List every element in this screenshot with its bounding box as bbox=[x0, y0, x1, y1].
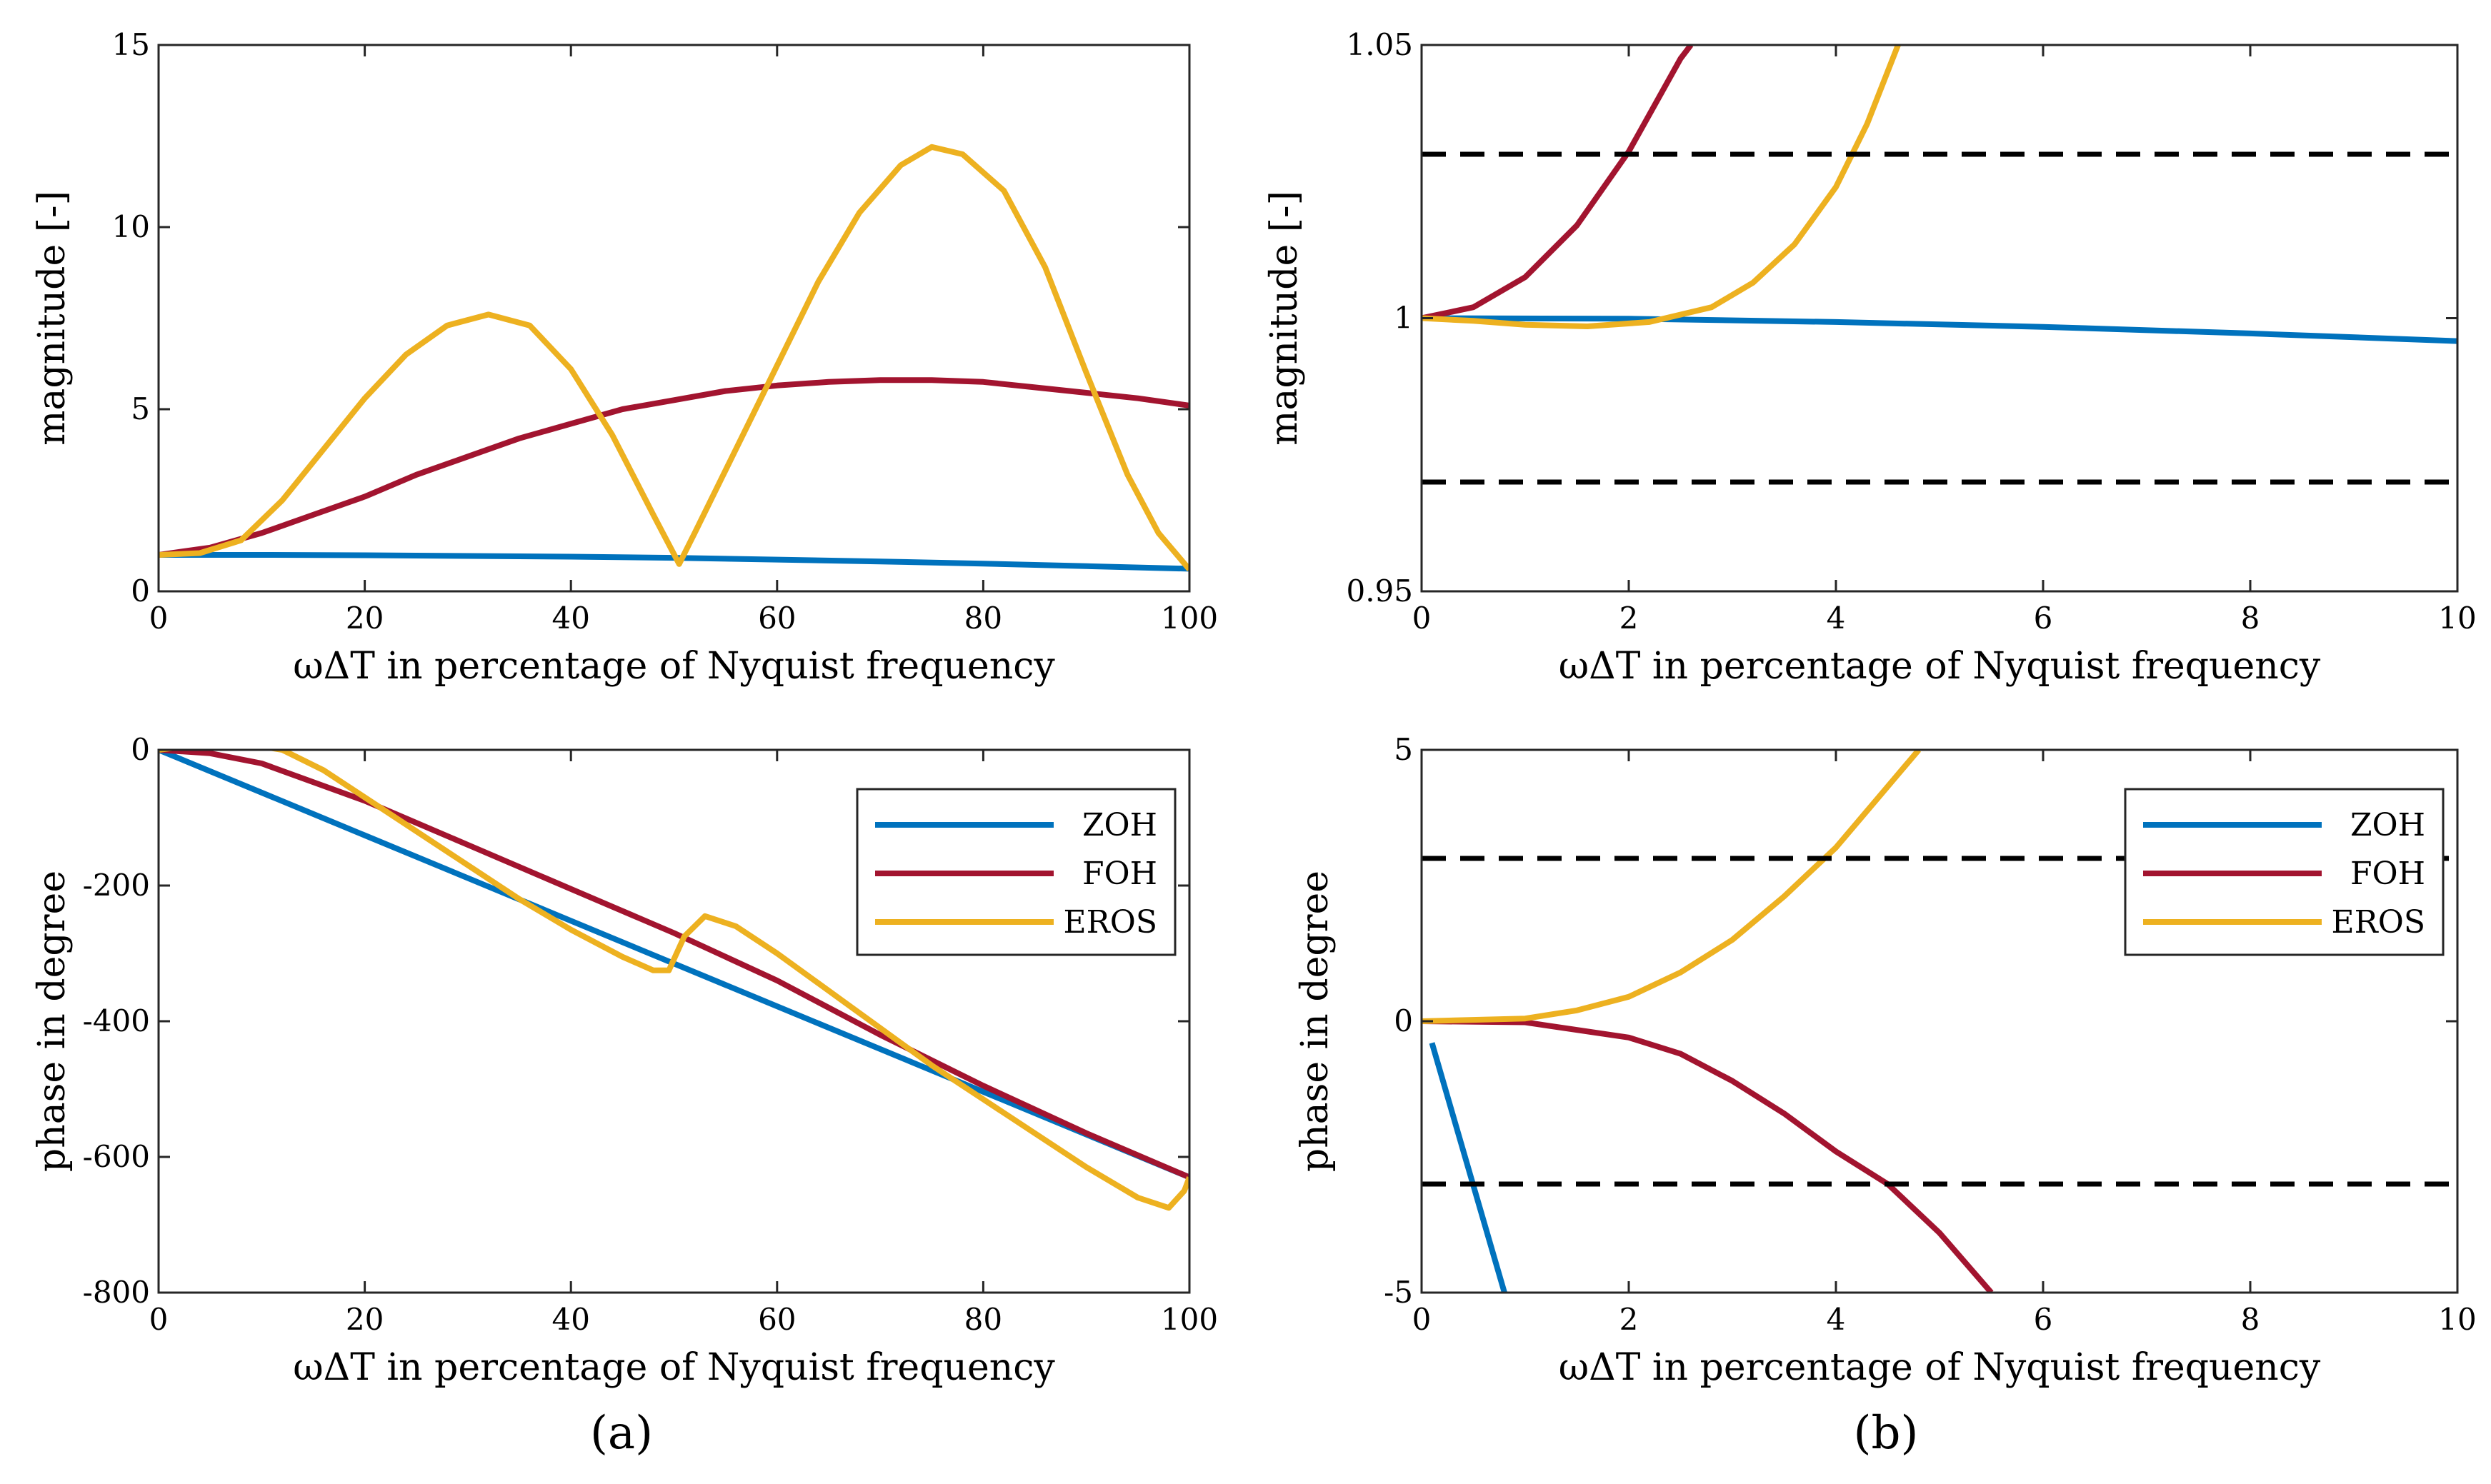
legend-label-eros: EROS bbox=[2332, 904, 2425, 941]
x-tick-label: 4 bbox=[1827, 601, 1846, 636]
legend-label-foh: FOH bbox=[2350, 856, 2425, 892]
x-tick-label: 0 bbox=[1412, 1302, 1432, 1337]
x-tick-label: 2 bbox=[1619, 601, 1639, 636]
x-axis-label: ωΔT in percentage of Nyquist frequency bbox=[293, 645, 1055, 688]
series-line-zoh bbox=[1422, 315, 2457, 344]
y-tick-label: 0 bbox=[131, 573, 150, 608]
panel-a-phase-chart: 0 20 40 60 80 100 -800 -600 -400 -200 0 ωΔT in perc… bbox=[31, 732, 1218, 1389]
series-line-foh bbox=[159, 377, 1189, 558]
panel-b-magnitude-chart: 0 2 4 6 8 10 0.95 1 1.05 ωΔT in percentage of Nyq… bbox=[1263, 27, 2477, 688]
y-tick-label: -200 bbox=[83, 868, 150, 903]
panel-label-b: (b) bbox=[1854, 1407, 1919, 1460]
y-tick-label: 15 bbox=[112, 27, 150, 62]
plot-area bbox=[159, 750, 1189, 1211]
x-tick-label: 100 bbox=[1161, 1302, 1218, 1337]
x-tick-label: 60 bbox=[758, 1302, 796, 1337]
x-tick-label: 0 bbox=[149, 1302, 169, 1337]
y-tick-label: -800 bbox=[83, 1275, 150, 1310]
series-line-foh bbox=[1422, 1018, 1994, 1293]
series-line-eros bbox=[159, 144, 1189, 571]
y-axis-label: phase in degree bbox=[31, 871, 74, 1172]
x-tick-label: 10 bbox=[2438, 601, 2476, 636]
panel-a-magnitude-chart: 0 20 40 60 80 100 0 5 10 15 ωΔT in percentage of N… bbox=[31, 27, 1218, 688]
y-tick-label: -5 bbox=[1384, 1275, 1413, 1310]
x-tick-label: 0 bbox=[1412, 601, 1432, 636]
plot-area bbox=[159, 144, 1189, 572]
series-line-eros bbox=[1422, 45, 1901, 329]
x-tick-label: 80 bbox=[964, 601, 1002, 636]
legend: ZOH FOH EROS bbox=[2124, 788, 2445, 956]
series-line-zoh bbox=[1429, 1042, 1507, 1293]
y-axis-label: magnitude [-] bbox=[1263, 191, 1306, 446]
y-tick-label: -400 bbox=[83, 1003, 150, 1038]
x-tick-label: 6 bbox=[2034, 601, 2053, 636]
x-tick-label: 40 bbox=[551, 601, 589, 636]
y-tick-label: 0 bbox=[131, 732, 150, 767]
y-tick-label: 0 bbox=[1394, 1003, 1413, 1038]
y-axis-label: phase in degree bbox=[1294, 871, 1337, 1172]
x-tick-label: 6 bbox=[2034, 1302, 2053, 1337]
x-tick-label: 20 bbox=[346, 1302, 384, 1337]
x-axis-label: ωΔT in percentage of Nyquist frequency bbox=[1559, 645, 2321, 688]
x-tick-label: 80 bbox=[964, 1302, 1002, 1337]
legend-label-zoh: ZOH bbox=[1082, 807, 1157, 843]
x-tick-label: 4 bbox=[1827, 1302, 1846, 1337]
y-tick-label: 1 bbox=[1394, 301, 1413, 336]
legend-label-zoh: ZOH bbox=[2350, 807, 2425, 843]
series-line-foh bbox=[159, 750, 1189, 1180]
x-axis-label: ωΔT in percentage of Nyquist frequency bbox=[293, 1346, 1055, 1389]
y-tick-label: -600 bbox=[83, 1139, 150, 1174]
x-tick-label: 0 bbox=[149, 601, 169, 636]
series-line-eros bbox=[159, 750, 1189, 1211]
y-tick-label: 0.95 bbox=[1346, 573, 1413, 608]
x-tick-label: 8 bbox=[2241, 601, 2260, 636]
x-tick-label: 8 bbox=[2241, 1302, 2260, 1337]
x-tick-label: 60 bbox=[758, 601, 796, 636]
y-tick-label: 5 bbox=[131, 391, 150, 426]
y-tick-label: 1.05 bbox=[1346, 27, 1413, 62]
x-axis-label: ωΔT in percentage of Nyquist frequency bbox=[1559, 1346, 2321, 1389]
x-tick-label: 40 bbox=[551, 1302, 589, 1337]
series-line-foh bbox=[1422, 45, 1694, 321]
legend-label-foh: FOH bbox=[1082, 856, 1157, 892]
axes-frame bbox=[157, 44, 1191, 593]
x-tick-label: 2 bbox=[1619, 1302, 1639, 1337]
plot-area bbox=[1422, 45, 2457, 485]
panel-label-a: (a) bbox=[590, 1407, 653, 1460]
y-tick-label: 5 bbox=[1394, 732, 1413, 767]
series-line-eros bbox=[1422, 750, 1922, 1024]
y-axis-label: magnitude [-] bbox=[31, 191, 74, 446]
legend: ZOH FOH EROS bbox=[856, 788, 1177, 956]
y-tick-label: 10 bbox=[112, 209, 150, 244]
x-tick-label: 20 bbox=[346, 601, 384, 636]
x-tick-label: 100 bbox=[1161, 601, 1218, 636]
x-tick-label: 10 bbox=[2438, 1302, 2476, 1337]
legend-label-eros: EROS bbox=[1064, 904, 1157, 941]
